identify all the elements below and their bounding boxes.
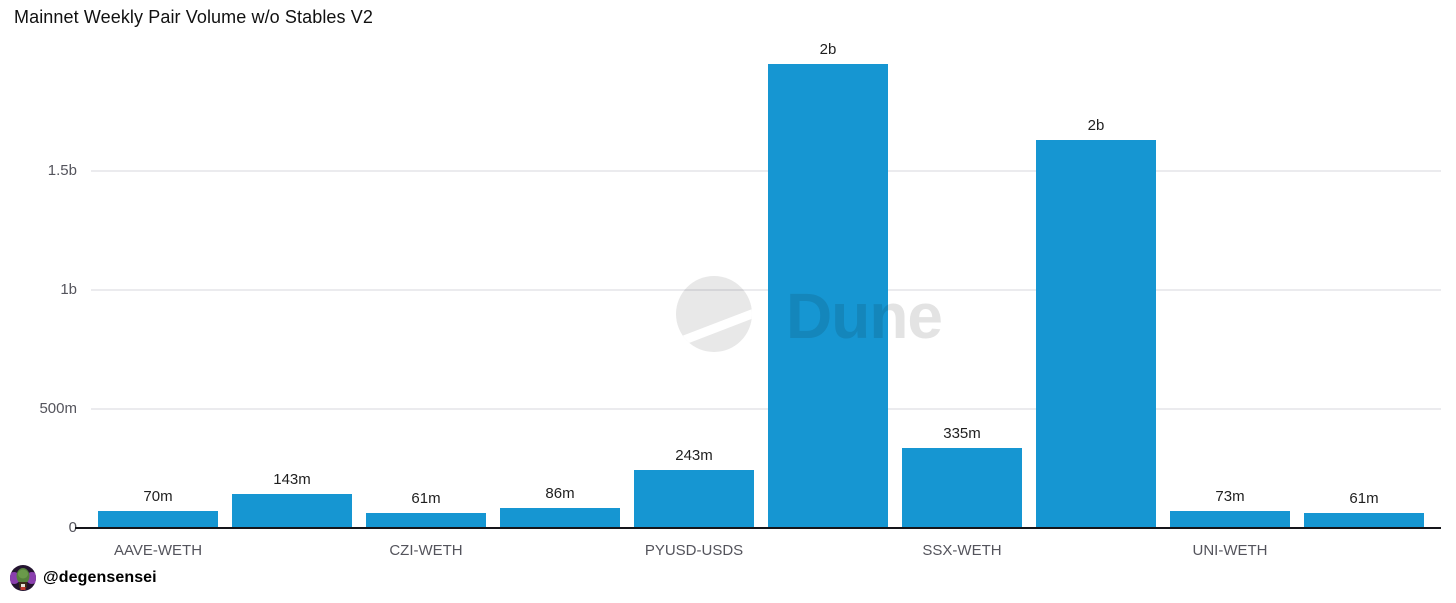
bar-value-label: 2b: [1087, 117, 1105, 134]
dune-logo-icon: [676, 276, 752, 352]
y-tick-label: 1.5b: [47, 162, 77, 179]
bar-value-label: 143m: [273, 471, 311, 488]
bar-value-label: 61m: [1349, 490, 1379, 507]
bar[interactable]: [902, 448, 1022, 528]
x-axis-line: [75, 527, 1441, 529]
bar[interactable]: [1036, 140, 1156, 528]
x-tick-label-UNI-WETH: UNI-WETH: [1192, 542, 1268, 559]
y-tick-label: 0: [68, 519, 77, 536]
gridline-1b: [91, 289, 1441, 291]
degensensei-avatar-icon: [10, 565, 36, 591]
bar[interactable]: [634, 470, 754, 528]
gridline-1.5b: [91, 170, 1441, 172]
bar-value-label: 86m: [545, 485, 575, 502]
bar-value-label: 335m: [943, 425, 981, 442]
gridline-500m: [91, 408, 1441, 410]
bar-value-label: 61m: [411, 490, 441, 507]
bar-value-label: 70m: [143, 488, 173, 505]
bar[interactable]: [366, 513, 486, 528]
bar[interactable]: [1170, 511, 1290, 528]
x-tick-label-PYUSD-USDS: PYUSD-USDS: [644, 542, 744, 559]
attribution: @degensensei: [10, 564, 157, 592]
x-tick-label-AAVE-WETH: AAVE-WETH: [113, 542, 203, 559]
y-tick-label: 500m: [39, 400, 77, 417]
bar-value-label: 2b: [819, 41, 837, 58]
bar[interactable]: [232, 494, 352, 528]
y-tick-label: 1b: [60, 281, 77, 298]
bar-value-label: 243m: [675, 447, 713, 464]
x-tick-label-CZI-WETH: CZI-WETH: [389, 542, 463, 559]
bar-value-label: 73m: [1215, 488, 1245, 505]
chart-title: Mainnet Weekly Pair Volume w/o Stables V…: [14, 7, 373, 27]
bar[interactable]: [1304, 513, 1424, 528]
bar[interactable]: [768, 64, 888, 528]
bar[interactable]: [98, 511, 218, 528]
author-handle: @degensensei: [43, 569, 157, 586]
x-tick-label-SSX-WETH: SSX-WETH: [922, 542, 1002, 559]
bar[interactable]: [500, 508, 620, 528]
